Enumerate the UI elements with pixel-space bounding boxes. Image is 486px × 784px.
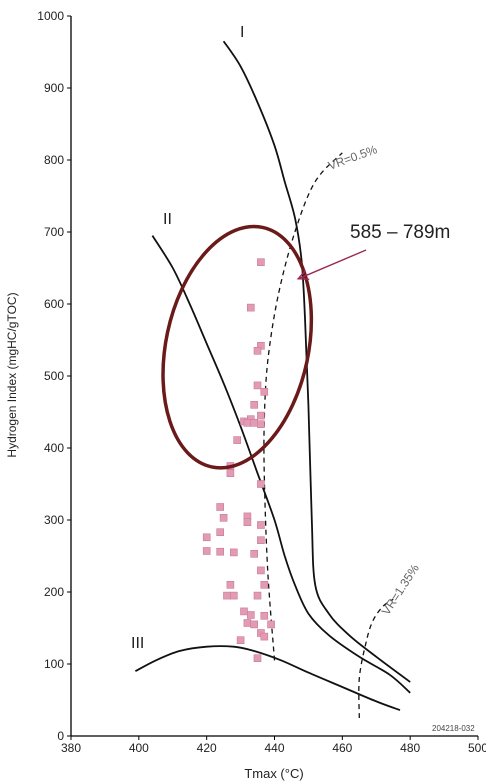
curve-label-II: II	[163, 211, 172, 228]
data-point	[250, 400, 258, 409]
data-point	[226, 580, 235, 589]
data-point	[260, 387, 269, 396]
x-tick-label: 480	[400, 741, 420, 755]
x-tick-label: 460	[332, 741, 352, 755]
data-point	[253, 591, 262, 600]
data-point	[230, 548, 238, 557]
data-point	[216, 547, 224, 556]
y-tick-label: 900	[44, 81, 64, 95]
vr-05-label: VR=0.5%	[326, 142, 379, 173]
data-point	[260, 580, 269, 589]
data-point	[257, 536, 265, 545]
data-point	[247, 611, 255, 619]
y-tick-label: 0	[57, 729, 64, 743]
data-point	[250, 549, 258, 558]
data-point	[243, 518, 252, 527]
data-point	[223, 591, 231, 600]
y-tick-label: 1000	[37, 9, 64, 23]
vr-135-label: VR=1.35%	[379, 561, 422, 617]
axes: 380 400 420 440 460 480 500 0 100 200 300 400 500 600…	[37, 9, 486, 755]
data-point	[233, 436, 241, 444]
data-point	[257, 480, 265, 488]
data-point	[243, 619, 252, 627]
x-tick-label: 500	[468, 741, 486, 755]
arrow-shaft	[297, 249, 367, 280]
data-point	[250, 418, 258, 427]
depth-range-label: 585 – 789m	[350, 222, 450, 243]
data-point	[250, 620, 258, 629]
curves-layer	[134, 40, 411, 719]
data-point	[243, 418, 252, 427]
highlight-ellipse	[161, 224, 314, 470]
vr-curve-05	[263, 152, 343, 661]
y-tick-label: 100	[44, 657, 64, 671]
data-point	[257, 566, 265, 575]
kerogen-curve-I	[222, 40, 411, 683]
annotations	[161, 224, 367, 470]
data-point	[202, 533, 211, 542]
data-point	[257, 258, 265, 267]
data-point	[226, 469, 235, 478]
data-point	[260, 632, 269, 641]
x-tick-label: 400	[129, 741, 149, 755]
data-point	[236, 636, 245, 645]
y-tick-label: 300	[44, 513, 64, 527]
data-point	[257, 521, 265, 529]
y-axis-label: Hydrogen Index (mgHC/gTOC)	[5, 292, 19, 457]
curve-label-III: III	[131, 635, 144, 652]
y-tick-label: 600	[44, 297, 64, 311]
y-tick-label: 800	[44, 153, 64, 167]
data-point	[219, 513, 228, 522]
figure-id: 204218-032	[432, 724, 475, 733]
y-tick-label: 700	[44, 225, 64, 239]
data-points	[202, 258, 275, 663]
data-point	[257, 411, 265, 420]
data-point	[216, 503, 224, 511]
data-point	[230, 591, 238, 600]
data-point	[260, 611, 269, 620]
data-point	[253, 346, 262, 355]
curve-label-I: I	[240, 24, 244, 41]
y-tick-label: 200	[44, 585, 64, 599]
vr-curve-135	[358, 598, 394, 719]
data-point	[216, 528, 224, 537]
y-tick-label: 400	[44, 441, 64, 455]
data-point	[253, 381, 262, 390]
data-point	[240, 607, 248, 616]
arrow-head	[296, 270, 310, 280]
data-point	[257, 420, 265, 429]
kerogen-curve-III	[134, 645, 401, 711]
data-point	[202, 547, 211, 555]
x-tick-label: 440	[264, 741, 284, 755]
data-point	[247, 303, 255, 312]
x-axis-label: Tmax (°C)	[244, 766, 303, 781]
y-tick-label: 500	[44, 369, 64, 383]
x-tick-label: 420	[197, 741, 217, 755]
data-point	[253, 654, 262, 663]
x-tick-label: 380	[61, 741, 81, 755]
data-point	[267, 620, 275, 629]
kerogen-curve-II	[151, 235, 411, 694]
